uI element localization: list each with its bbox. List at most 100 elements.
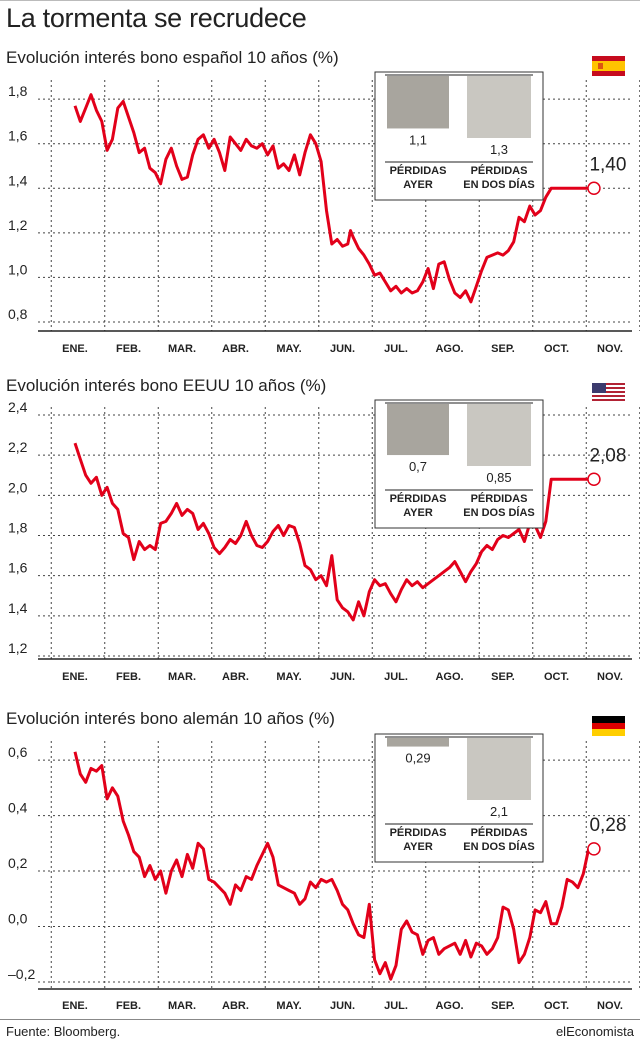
y-tick-label: 0,2 (8, 855, 28, 871)
inset-bar-value: 1,3 (490, 142, 508, 157)
x-tick-label: ABR. (222, 343, 249, 355)
inset-caption: AYER (403, 841, 433, 853)
x-tick-label: NOV. (597, 671, 623, 683)
x-tick-label: ABR. (222, 1000, 249, 1012)
x-tick-label: OCT. (544, 343, 569, 355)
x-tick-label: ENE. (62, 1000, 88, 1012)
inset-caption: PÉRDIDAS (390, 164, 447, 177)
x-tick-label: AGO. (435, 671, 463, 683)
page-title: La tormenta se recrudece (6, 3, 307, 33)
chart-germany: –0,2 0,0 0,2 0,4 0,6 ENE. FEB. MAR. ABR. MAY. JUN.… (8, 733, 640, 1012)
y-tick-label: 0,8 (8, 306, 28, 322)
chart-title-germany: Evolución interés bono alemán 10 años (%… (6, 709, 335, 728)
inset-bar (467, 738, 531, 800)
y-tick-label: 1,4 (8, 600, 28, 616)
chart-title-usa: Evolución interés bono EEUU 10 años (%) (6, 376, 327, 395)
x-tick-label: OCT. (544, 671, 569, 683)
x-tick-label: MAR. (168, 343, 196, 355)
inset-bar-value: 0,29 (405, 751, 430, 766)
y-tick-label: –0,2 (8, 966, 35, 982)
footer-rule (0, 1019, 640, 1020)
inset-bar (467, 404, 531, 466)
x-tick-label: MAY. (276, 1000, 301, 1012)
inset-caption: PÉRDIDAS (471, 492, 528, 505)
inset-bar-value: 1,1 (409, 132, 427, 147)
y-tick-label: 1,6 (8, 560, 28, 576)
inset-caption: EN DOS DÍAS (463, 840, 535, 853)
chart-usa: 1,2 1,4 1,6 1,8 2,0 2,2 2,4 ENE. FEB. MAR. ABR. MAY… (8, 399, 640, 683)
x-tick-label: MAY. (276, 671, 301, 683)
spain-flag-icon (592, 56, 625, 76)
y-tick-label: 1,2 (8, 640, 28, 656)
last-value-label: 2,08 (589, 445, 626, 466)
inset-caption: AYER (403, 507, 433, 519)
last-point-marker (587, 842, 601, 856)
y-tick-label: 1,8 (8, 520, 28, 536)
inset-bar (467, 76, 531, 138)
x-tick-label: JUN. (330, 1000, 355, 1012)
inset-caption: PÉRDIDAS (471, 164, 528, 177)
x-tick-label: JUN. (330, 671, 355, 683)
x-tick-label: SEP. (491, 343, 515, 355)
germany-flag-icon (592, 716, 625, 736)
brand-name: elEconomista (555, 1024, 634, 1039)
x-tick-label: AGO. (435, 343, 463, 355)
x-tick-label: AGO. (435, 1000, 463, 1012)
inset-caption: EN DOS DÍAS (463, 178, 535, 191)
last-point-marker (587, 472, 601, 487)
y-tick-label: 0,0 (8, 911, 28, 927)
inset-bar-value: 0,7 (409, 459, 427, 474)
y-tick-label: 2,4 (8, 399, 28, 415)
last-value-label: 0,28 (589, 815, 626, 836)
y-tick-label: 1,4 (8, 172, 28, 188)
chart-spain: 0,8 1,0 1,2 1,4 1,6 1,8 ENE. FEB. MAR. ABR. MAY. JU… (8, 71, 640, 355)
y-tick-label: 1,0 (8, 261, 28, 277)
x-tick-label: SEP. (491, 1000, 515, 1012)
y-tick-label: 1,8 (8, 83, 28, 99)
inset-caption: EN DOS DÍAS (463, 506, 535, 519)
x-tick-label: FEB. (116, 343, 141, 355)
x-tick-label: ABR. (222, 671, 249, 683)
x-tick-label: MAR. (168, 671, 196, 683)
x-tick-label: SEP. (491, 671, 515, 683)
series-line (73, 442, 594, 622)
x-tick-label: JUL. (384, 1000, 408, 1012)
last-point-marker (587, 181, 601, 196)
x-tick-label: FEB. (116, 1000, 141, 1012)
y-tick-label: 1,6 (8, 128, 28, 144)
usa-flag-icon (592, 383, 625, 403)
top-rule (0, 0, 640, 1)
source-note: Fuente: Bloomberg. (6, 1024, 121, 1039)
y-tick-label: 0,4 (8, 800, 28, 816)
y-tick-label: 1,2 (8, 217, 28, 233)
inset-caption: AYER (403, 179, 433, 191)
x-tick-label: MAY. (276, 343, 301, 355)
inset-bar (387, 76, 449, 129)
y-tick-label: 0,6 (8, 744, 28, 760)
x-tick-label: ENE. (62, 671, 88, 683)
series-line (73, 751, 594, 981)
x-tick-label: NOV. (597, 343, 623, 355)
inset-bar-value: 2,1 (490, 804, 508, 819)
x-tick-label: FEB. (116, 671, 141, 683)
x-tick-label: OCT. (544, 1000, 569, 1012)
chart-title-spain: Evolución interés bono español 10 años (… (6, 48, 339, 67)
inset-bar-value: 0,85 (486, 470, 511, 485)
x-tick-label: MAR. (168, 1000, 196, 1012)
x-tick-label: JUL. (384, 343, 408, 355)
y-tick-label: 2,2 (8, 439, 28, 455)
series-line (73, 93, 594, 304)
x-tick-label: ENE. (62, 343, 88, 355)
inset-caption: PÉRDIDAS (390, 826, 447, 839)
last-value-label: 1,40 (589, 154, 626, 175)
inset-bar (387, 738, 449, 747)
inset-bar (387, 404, 449, 456)
inset-caption: PÉRDIDAS (471, 826, 528, 839)
x-tick-label: JUN. (330, 343, 355, 355)
x-tick-label: JUL. (384, 671, 408, 683)
x-tick-label: NOV. (597, 1000, 623, 1012)
y-tick-label: 2,0 (8, 479, 28, 495)
